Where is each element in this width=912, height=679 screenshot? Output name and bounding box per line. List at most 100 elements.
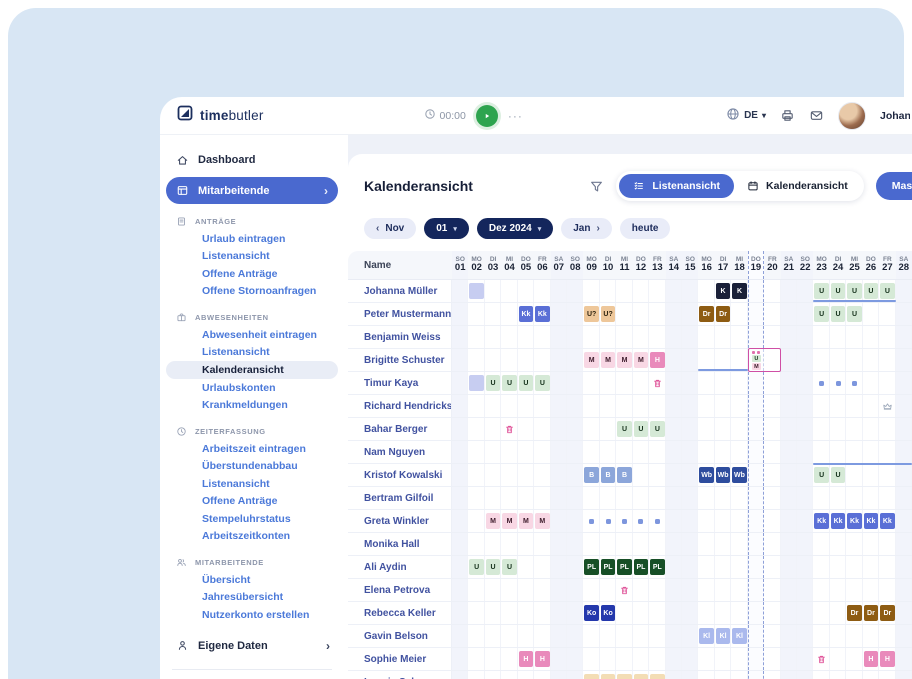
day-cell[interactable] — [698, 349, 715, 371]
day-cell[interactable] — [846, 395, 863, 417]
day-cell[interactable] — [764, 395, 781, 417]
absence-chip-m[interactable]: M — [600, 352, 616, 368]
day-cell[interactable] — [600, 510, 617, 532]
day-cell[interactable] — [518, 579, 535, 601]
day-cell[interactable] — [518, 464, 535, 486]
absence-chip-kk[interactable]: Kk — [830, 513, 846, 529]
day-cell[interactable] — [485, 579, 502, 601]
day-cell[interactable] — [698, 303, 715, 325]
day-cell[interactable] — [830, 671, 847, 679]
day-cell[interactable] — [764, 556, 781, 578]
day-cell[interactable] — [698, 487, 715, 509]
day-cell[interactable] — [830, 280, 847, 302]
day-cell[interactable] — [715, 625, 732, 647]
absence-chip-u[interactable]: U — [880, 283, 895, 299]
day-cell[interactable] — [780, 326, 797, 348]
day-cell[interactable] — [485, 349, 502, 371]
day-cell[interactable] — [567, 464, 584, 486]
day-cell[interactable] — [863, 510, 880, 532]
employee-name[interactable]: Ali Aydin — [348, 556, 452, 578]
day-cell[interactable] — [764, 579, 781, 601]
day-cell[interactable] — [665, 648, 682, 670]
day-cell[interactable] — [879, 464, 896, 486]
absence-chip-u[interactable]: U? — [600, 306, 616, 322]
day-cell[interactable] — [895, 487, 912, 509]
sidebar-item-überstundenabbau[interactable]: Überstundenabbau — [166, 458, 338, 476]
day-cell[interactable] — [846, 349, 863, 371]
employee-name[interactable]: Sophie Meier — [348, 648, 452, 670]
day-cell[interactable] — [682, 648, 699, 670]
day-cell[interactable] — [731, 533, 748, 555]
day-cell[interactable] — [649, 648, 666, 670]
day-cell[interactable] — [550, 533, 567, 555]
day-cell[interactable] — [813, 671, 830, 679]
day-cell[interactable] — [863, 395, 880, 417]
sidebar-item-stempeluhrstatus[interactable]: Stempeluhrstatus — [166, 510, 338, 528]
sidebar-item-listenansicht[interactable]: Listenansicht — [166, 248, 338, 266]
day-cell[interactable] — [501, 372, 518, 394]
day-cell[interactable] — [501, 349, 518, 371]
day-cell[interactable] — [698, 510, 715, 532]
absence-chip-u[interactable]: U — [502, 559, 517, 575]
day-cell[interactable] — [830, 303, 847, 325]
day-cell[interactable] — [682, 556, 699, 578]
day-cell[interactable] — [813, 418, 830, 440]
day-cell[interactable] — [452, 372, 469, 394]
day-cell[interactable] — [616, 648, 633, 670]
day-cell[interactable] — [797, 510, 814, 532]
day-cell[interactable] — [550, 441, 567, 463]
absence-chip-m[interactable]: M — [617, 352, 632, 368]
day-cell[interactable] — [830, 579, 847, 601]
day-cell[interactable] — [879, 418, 896, 440]
day-cell[interactable] — [485, 510, 502, 532]
absence-chip-m[interactable]: M — [535, 513, 550, 529]
day-cell[interactable] — [682, 487, 699, 509]
day-cell[interactable] — [780, 487, 797, 509]
day-cell[interactable] — [665, 372, 682, 394]
day-cell[interactable] — [715, 395, 732, 417]
employee-name[interactable]: Rebecca Keller — [348, 602, 452, 624]
day-cell[interactable] — [583, 441, 600, 463]
employee-name[interactable]: Kristof Kowalski — [348, 464, 452, 486]
day-cell[interactable] — [846, 326, 863, 348]
day-cell[interactable] — [698, 418, 715, 440]
day-cell[interactable] — [600, 418, 617, 440]
day-cell[interactable] — [485, 418, 502, 440]
day-cell[interactable] — [797, 625, 814, 647]
day-cell[interactable] — [813, 303, 830, 325]
day-cell[interactable] — [830, 372, 847, 394]
day-cell[interactable] — [550, 303, 567, 325]
day-cell[interactable] — [485, 303, 502, 325]
day-cell[interactable] — [616, 464, 633, 486]
day-cell[interactable] — [534, 395, 551, 417]
day-cell[interactable] — [846, 280, 863, 302]
day-cell[interactable] — [583, 648, 600, 670]
day-cell[interactable] — [764, 441, 781, 463]
day-cell[interactable] — [830, 510, 847, 532]
day-cell[interactable] — [567, 372, 584, 394]
day-cell[interactable] — [879, 579, 896, 601]
day-cell[interactable] — [468, 510, 485, 532]
absence-chip-lavender[interactable] — [469, 283, 484, 299]
day-cell[interactable] — [550, 280, 567, 302]
day-cell[interactable] — [813, 464, 830, 486]
list-view-button[interactable]: Listenansicht — [619, 174, 735, 198]
day-cell[interactable] — [518, 441, 535, 463]
day-cell[interactable] — [846, 625, 863, 647]
day-cell[interactable] — [550, 418, 567, 440]
day-cell[interactable] — [895, 510, 912, 532]
day-cell[interactable] — [452, 533, 469, 555]
day-cell[interactable] — [583, 671, 600, 679]
absence-chip-ub[interactable]: Ub — [617, 674, 632, 679]
day-cell[interactable] — [715, 487, 732, 509]
absence-chip-dr[interactable]: Dr — [715, 306, 731, 322]
day-cell[interactable] — [830, 441, 847, 463]
day-cell[interactable] — [813, 533, 830, 555]
next-month-button[interactable]: Jan › — [561, 218, 612, 239]
day-cell[interactable] — [616, 579, 633, 601]
day-cell[interactable] — [698, 372, 715, 394]
day-cell[interactable] — [682, 671, 699, 679]
day-cell[interactable] — [633, 510, 650, 532]
day-cell[interactable] — [813, 625, 830, 647]
day-cell[interactable] — [550, 556, 567, 578]
